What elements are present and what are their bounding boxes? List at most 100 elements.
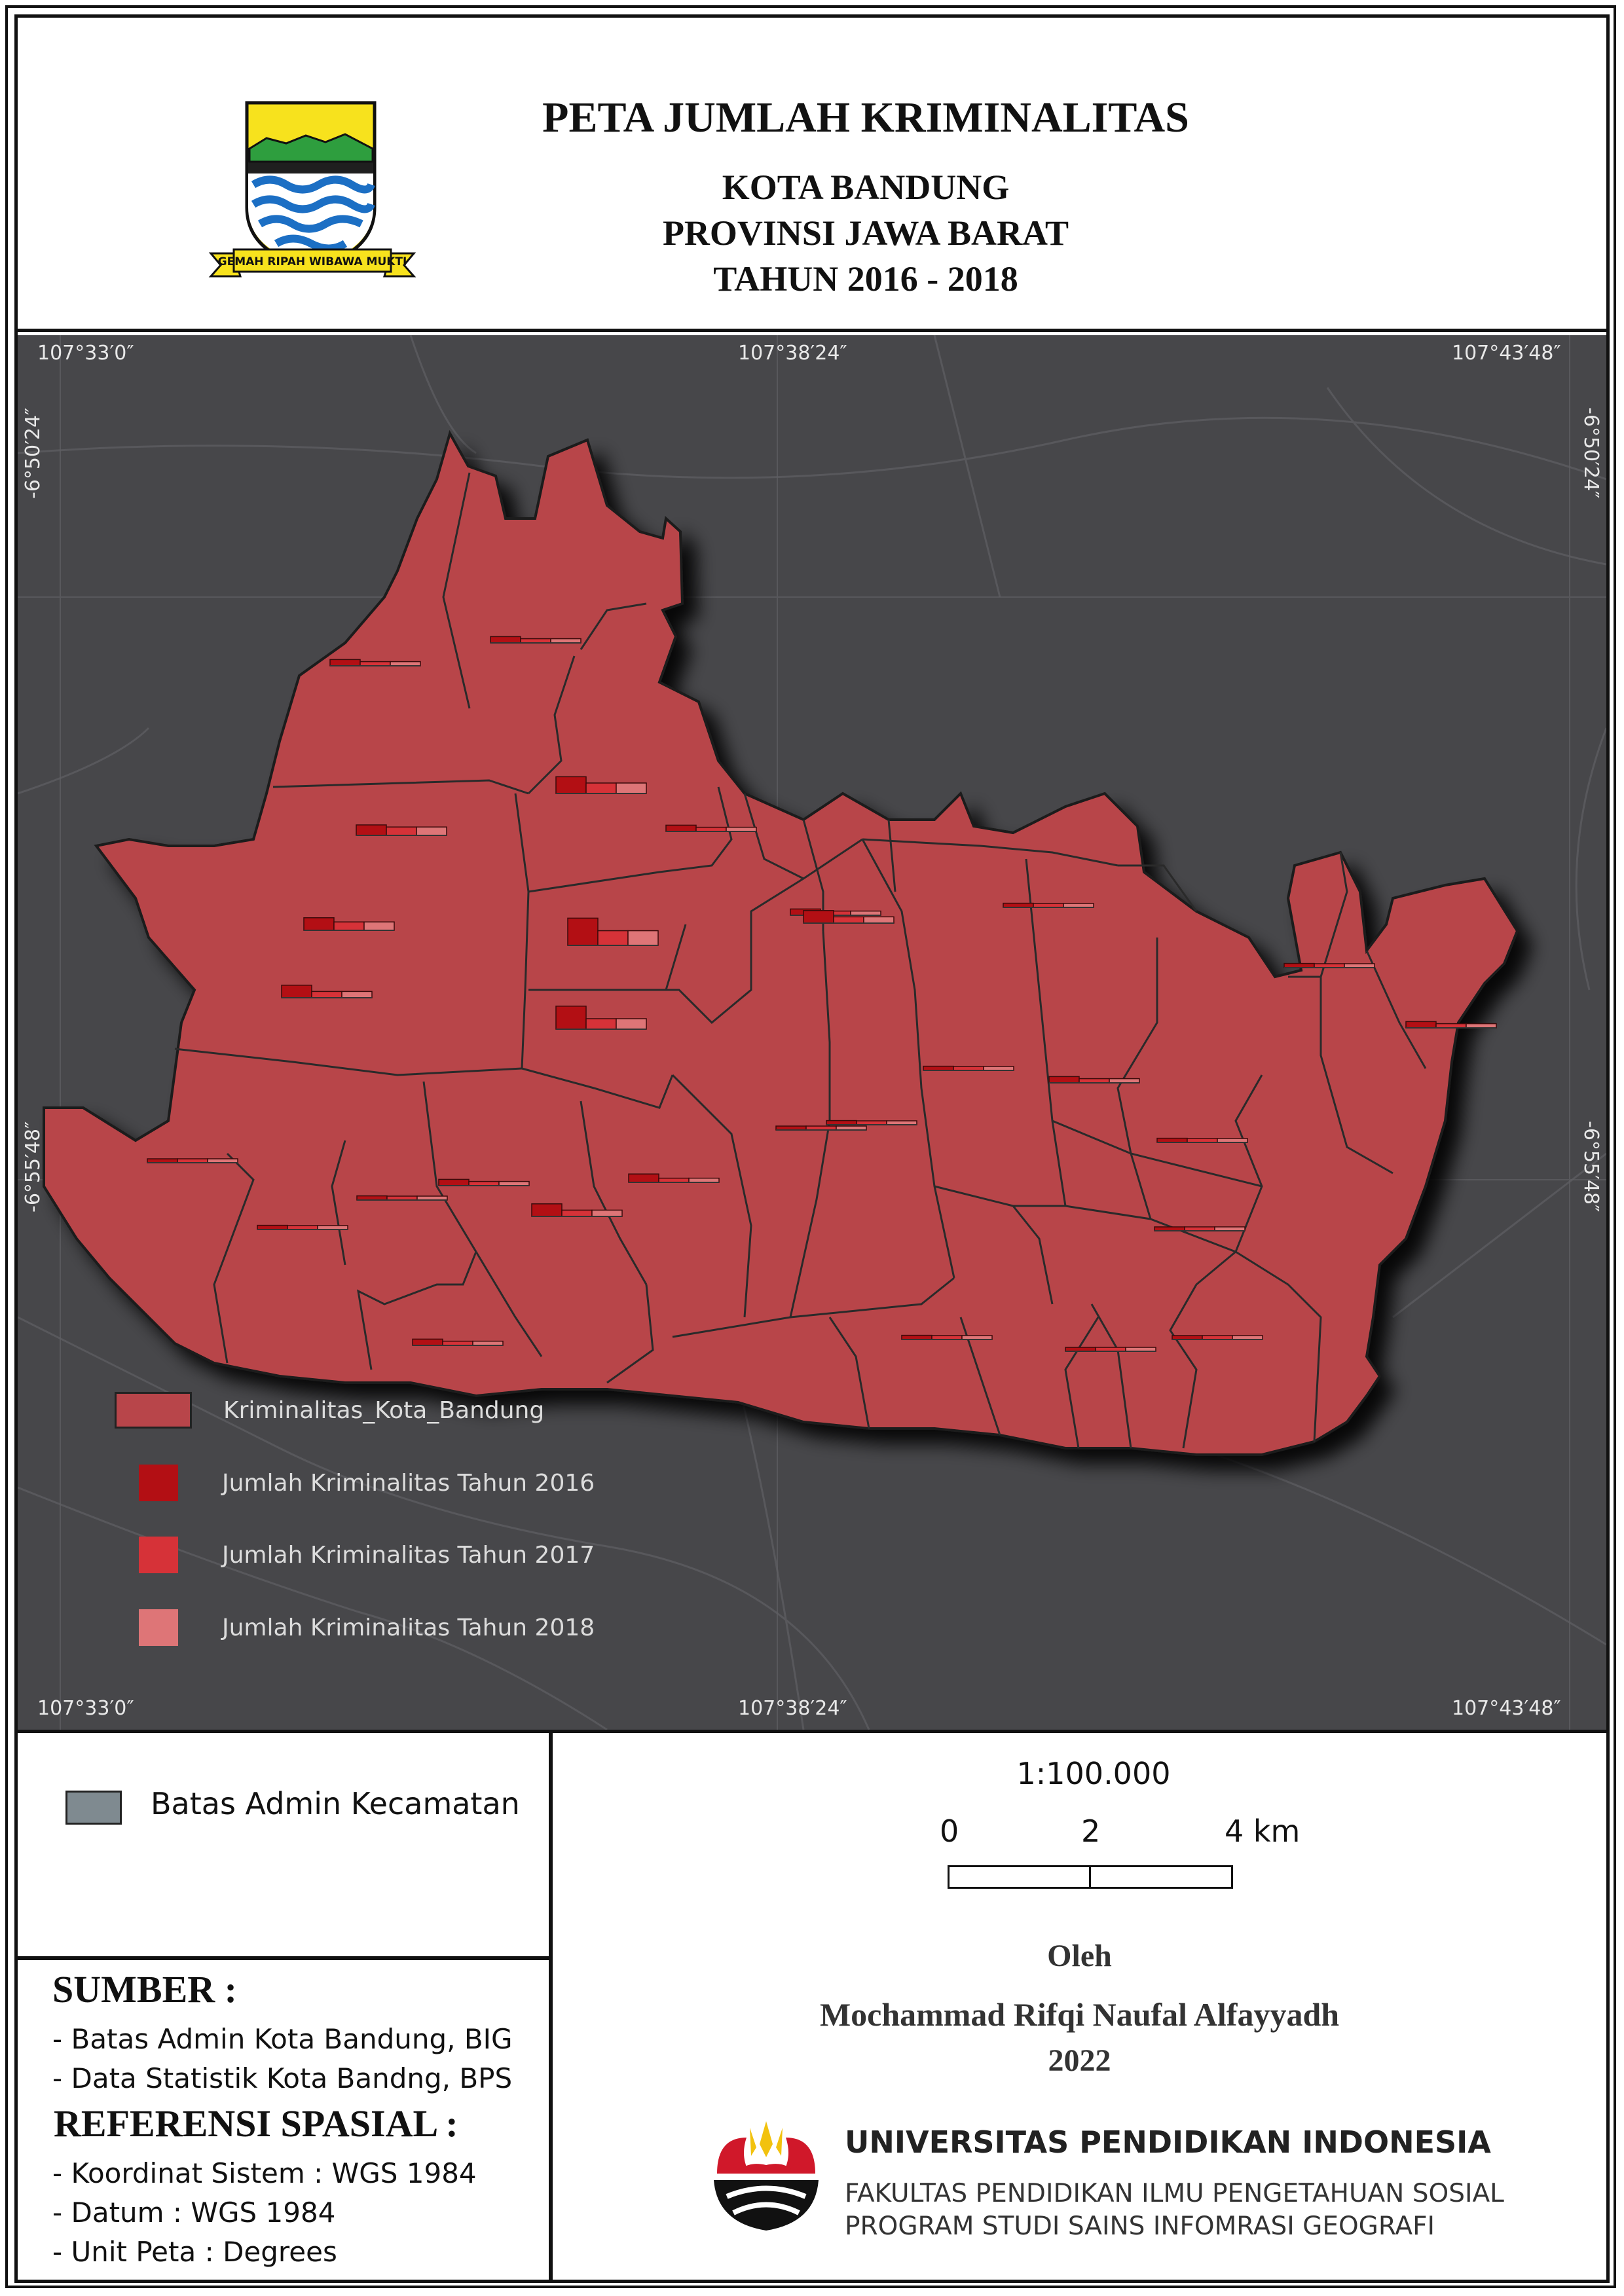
bottom-panel	[18, 1730, 1606, 2280]
bar-2017	[597, 930, 629, 946]
credit-by: Oleh	[1047, 1939, 1112, 1973]
legend-label-2018: Jumlah Kriminalitas Tahun 2018	[222, 1614, 595, 1641]
scale-tick-4: 4 km	[1225, 1813, 1301, 1849]
bar-2018	[363, 921, 395, 931]
bar-2018	[416, 826, 447, 836]
bar-2016	[1405, 1021, 1437, 1029]
bar-symbol	[665, 824, 757, 832]
bar-2018	[616, 782, 647, 794]
upi-logo	[714, 2121, 819, 2231]
bar-symbol	[628, 1173, 720, 1183]
province-subtitle: PROVINSI JAWA BARAT	[662, 213, 1069, 253]
bar-symbol	[329, 659, 421, 666]
map-header: GEMAH RIPAH WIBAWA MUKTI PETA JUMLAH KRI…	[18, 18, 1606, 332]
bar-2016	[555, 1006, 587, 1030]
referensi-item: - Datum : WGS 1984	[52, 2196, 336, 2229]
sumber-item: - Batas Admin Kota Bandung, BIG	[52, 2023, 513, 2055]
bar-symbol	[303, 917, 395, 931]
coord-bottom-2: 107°38′24″	[738, 1697, 847, 1720]
inner-frame	[14, 14, 1610, 2283]
road-network	[18, 335, 1606, 1730]
legend-label-2016: Jumlah Kriminalitas Tahun 2016	[222, 1469, 595, 1497]
bar-symbol	[803, 910, 895, 924]
bar-2016	[412, 1338, 443, 1346]
referensi-heading: REFERENSI SPASIAL :	[54, 2102, 458, 2145]
bar-symbol	[356, 1195, 448, 1201]
bar-2017	[585, 782, 617, 794]
sumber-item: - Data Statistik Kota Bandng, BPS	[52, 2062, 513, 2094]
bar-symbol	[901, 1334, 993, 1340]
bar-2016	[329, 659, 361, 666]
coord-right-1: -6°50′24″	[1579, 407, 1602, 499]
bar-2016	[555, 776, 587, 794]
bar-2016	[531, 1203, 563, 1217]
bar-symbol	[1048, 1076, 1140, 1084]
bar-2016	[303, 917, 335, 931]
bar-2018	[627, 930, 659, 946]
bar-symbol	[826, 1120, 917, 1125]
bar-symbol	[1405, 1021, 1497, 1029]
scale-tick-2: 2	[1081, 1813, 1101, 1849]
legend-label-polygon: Kriminalitas_Kota_Bandung	[223, 1396, 545, 1424]
university-name: UNIVERSITAS PENDIDIKAN INDONESIA	[845, 2124, 1491, 2160]
bar-2016	[281, 985, 312, 998]
panel-divider-horizontal	[18, 1956, 553, 1960]
legend-swatch-2016	[139, 1465, 178, 1501]
coord-bottom-3: 107°43′48″	[1452, 1697, 1561, 1720]
bar-symbol	[923, 1065, 1014, 1071]
panel-divider-vertical	[549, 1730, 553, 2280]
scale-bar-midtick	[1089, 1865, 1091, 1889]
bar-symbol	[1065, 1347, 1156, 1352]
years-subtitle: TAHUN 2016 - 2018	[713, 259, 1018, 299]
logo-motto: GEMAH RIPAH WIBAWA MUKTI	[218, 255, 407, 268]
city-subtitle: KOTA BANDUNG	[722, 168, 1010, 207]
bar-2016	[803, 910, 834, 924]
bar-symbol	[1283, 962, 1375, 968]
bar-2018	[863, 916, 895, 924]
bar-2017	[833, 916, 864, 924]
admin-boundary-label: Batas Admin Kecamatan	[151, 1786, 520, 1821]
bar-symbol	[356, 824, 447, 836]
coord-left-2: -6°55′48″	[22, 1121, 45, 1212]
legend-swatch-2017	[139, 1537, 178, 1573]
referensi-item: - Unit Peta : Degrees	[52, 2236, 337, 2268]
bar-2016	[1048, 1076, 1080, 1084]
map-canvas[interactable]: 107°33′0″ 107°38′24″ 107°43′48″ 107°33′0…	[18, 335, 1606, 1730]
bar-2018	[341, 991, 373, 998]
coord-top-3: 107°43′48″	[1452, 342, 1561, 365]
scale-tick-0: 0	[940, 1813, 959, 1849]
kota-bandung-polygon	[43, 429, 1519, 1456]
coord-top-1: 107°33′0″	[37, 342, 134, 365]
bar-2017	[561, 1209, 593, 1217]
legend-label-2017: Jumlah Kriminalitas Tahun 2017	[222, 1541, 595, 1569]
bar-symbol	[567, 917, 659, 946]
bar-2017	[311, 991, 342, 998]
bar-2017	[386, 826, 417, 836]
bar-symbol	[1156, 1137, 1248, 1143]
scale-ratio: 1:100.000	[1016, 1756, 1171, 1791]
legend-swatch-2018	[139, 1609, 178, 1646]
legend-item-2017: Jumlah Kriminalitas Tahun 2017	[139, 1535, 595, 1575]
crime-bar-symbols	[147, 636, 1497, 1352]
bar-symbol	[257, 1224, 348, 1230]
district-boundaries	[174, 472, 1427, 1449]
bar-symbol	[1154, 1226, 1246, 1231]
sumber-heading: SUMBER :	[52, 1968, 237, 2011]
program-name: PROGRAM STUDI SAINS INFOMRASI GEOGRAFI	[845, 2212, 1435, 2241]
bar-2016	[356, 824, 387, 836]
credit-author: Mochammad Rifqi Naufal Alfayyadh	[819, 1996, 1340, 2033]
bar-symbol	[531, 1203, 623, 1217]
bar-symbol	[412, 1338, 504, 1346]
bar-symbol	[438, 1178, 530, 1186]
bar-2016	[665, 824, 697, 832]
bar-symbol	[281, 985, 373, 998]
bar-2016	[628, 1173, 659, 1183]
bar-2017	[333, 921, 365, 931]
bar-2016	[567, 917, 599, 946]
bar-2016	[438, 1178, 470, 1186]
bar-symbol	[147, 1158, 238, 1163]
bar-symbol	[1003, 902, 1094, 908]
bar-2016	[490, 636, 521, 644]
legend-item-2016: Jumlah Kriminalitas Tahun 2016	[139, 1463, 595, 1503]
bar-symbol	[555, 1006, 647, 1030]
